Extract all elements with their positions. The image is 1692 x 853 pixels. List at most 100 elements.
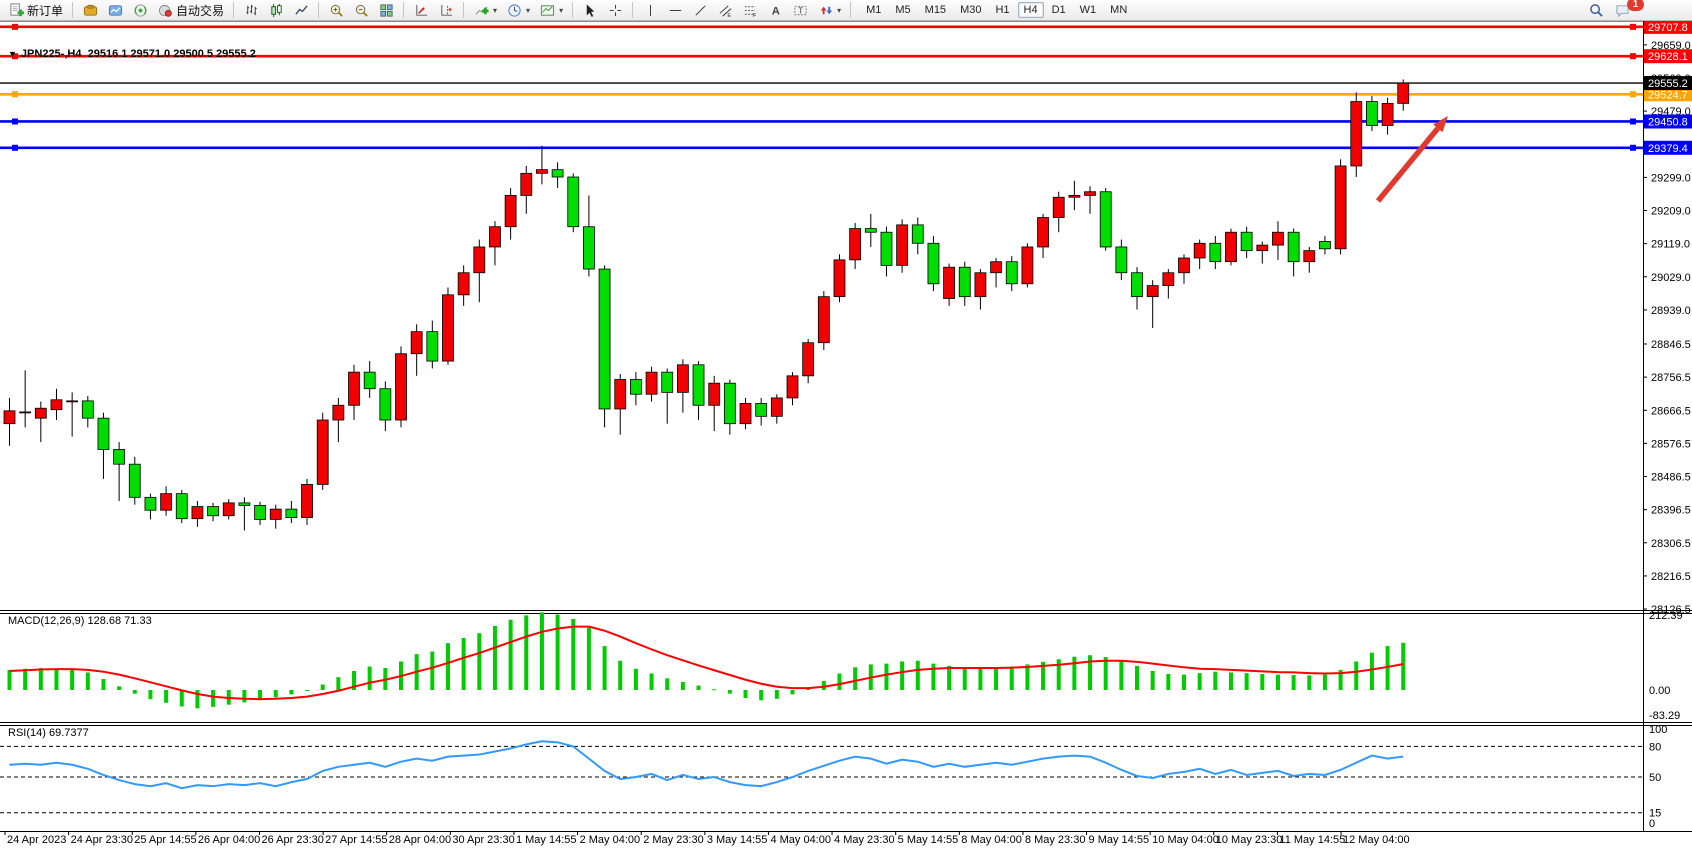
separator — [72, 2, 74, 18]
svg-text:25 Apr 14:55: 25 Apr 14:55 — [134, 834, 196, 846]
candle — [238, 497, 251, 531]
svg-text:29628.1: 29628.1 — [1648, 51, 1688, 63]
candle — [426, 320, 439, 369]
svg-text:2 May 23:30: 2 May 23:30 — [643, 834, 704, 846]
svg-text:-83.29: -83.29 — [1649, 710, 1680, 722]
chart-canvas[interactable]: 29659.029569.029479.029299.029209.029119… — [0, 21, 1692, 853]
candle — [927, 235, 940, 292]
crosshair-icon[interactable] — [603, 1, 627, 19]
svg-text:E: E — [727, 13, 731, 18]
arrows-tool-button[interactable]: ▾ — [813, 0, 845, 20]
separator — [463, 2, 465, 18]
candle — [911, 217, 924, 255]
candle — [770, 394, 783, 424]
svg-text:8 May 04:00: 8 May 04:00 — [961, 834, 1022, 846]
time-axis: 24 Apr 2023 24 Apr 23:30 25 Apr 14:55 26 Ap… — [4, 831, 1410, 846]
timeframe-button-h4[interactable]: H4 — [1017, 2, 1044, 18]
candle — [1303, 246, 1316, 273]
template-button[interactable]: ▾ — [535, 0, 567, 20]
candle — [723, 379, 736, 435]
add-indicator-button[interactable]: ▾ — [469, 0, 501, 20]
candle — [1146, 280, 1159, 328]
profiles-icon[interactable] — [78, 1, 102, 19]
candle — [708, 375, 721, 432]
auto-trading-button[interactable]: 自动交易 — [153, 0, 228, 20]
svg-text:8 May 23:30: 8 May 23:30 — [1025, 834, 1086, 846]
timeframe-button-m30[interactable]: M30 — [960, 4, 982, 16]
candle — [489, 221, 501, 266]
bar-chart-icon[interactable] — [239, 1, 263, 19]
svg-text:28846.5: 28846.5 — [1651, 339, 1691, 351]
signal-icon[interactable] — [128, 1, 152, 19]
zoom-in-icon[interactable] — [324, 1, 348, 19]
text-label-tool-icon[interactable]: T — [788, 1, 812, 19]
candle — [943, 263, 955, 306]
candle — [536, 145, 548, 185]
candle — [1084, 186, 1096, 214]
separator — [233, 2, 235, 18]
cursor-icon[interactable] — [578, 1, 602, 19]
svg-text:0.00: 0.00 — [1649, 685, 1670, 697]
vertical-line-tool-icon[interactable] — [638, 1, 662, 19]
svg-text:5 May 14:55: 5 May 14:55 — [898, 834, 959, 846]
zoom-out-icon[interactable] — [349, 1, 373, 19]
timeframe-button-m5[interactable]: M5 — [895, 4, 911, 16]
channel-tool-icon[interactable]: E — [713, 1, 737, 19]
timeframe-button-d1[interactable]: D1 — [1051, 4, 1066, 16]
candle — [1193, 239, 1206, 270]
auto-trading-icon — [157, 2, 173, 18]
candle — [849, 223, 862, 270]
candle — [285, 501, 298, 524]
candle — [269, 504, 282, 529]
timeframe-button-w1[interactable]: W1 — [1079, 4, 1097, 16]
candle — [3, 397, 16, 446]
svg-text:15: 15 — [1649, 808, 1661, 820]
pane-borders — [0, 21, 1692, 832]
candle — [504, 188, 517, 240]
svg-text:3 May 14:55: 3 May 14:55 — [707, 834, 768, 846]
horizontal-line-tool-icon[interactable] — [663, 1, 687, 19]
candlestick-chart-icon[interactable] — [264, 1, 288, 19]
candle — [520, 165, 533, 214]
arrow-annotation[interactable] — [1375, 116, 1448, 203]
candle — [1334, 159, 1347, 255]
line-chart-icon[interactable] — [289, 1, 313, 19]
timeframe-button-m15[interactable]: M15 — [924, 4, 947, 16]
text-tool-icon[interactable]: A — [763, 1, 787, 19]
timeframe-button-m1[interactable]: M1 — [866, 4, 882, 16]
candle — [630, 372, 642, 406]
hline-29379.4[interactable] — [0, 144, 1643, 151]
hline-29524.7[interactable] — [0, 91, 1643, 98]
candle — [473, 239, 486, 303]
price-axis-badges: 29707.8 29628.1 29524.7 29450.8 29379.4 29555… — [1644, 21, 1692, 155]
new-order-button[interactable]: 新订单 — [4, 0, 67, 20]
candle — [567, 173, 580, 233]
periods-button[interactable]: ▾ — [502, 0, 534, 20]
candle — [66, 392, 79, 437]
candle — [191, 501, 204, 527]
dropdown-arrow-icon: ▾ — [493, 5, 498, 15]
timeframe-button-mn[interactable]: MN — [1110, 4, 1128, 16]
chart-shift-icon[interactable] — [434, 1, 458, 19]
svg-text:28486.5: 28486.5 — [1651, 472, 1691, 484]
chat-icon[interactable]: 1 — [1614, 0, 1644, 18]
market-watch-icon[interactable] — [103, 1, 127, 19]
svg-text:28306.5: 28306.5 — [1651, 538, 1691, 550]
hline-29628.1[interactable] — [0, 53, 1643, 60]
svg-text:100: 100 — [1649, 724, 1667, 736]
candle — [802, 339, 815, 384]
svg-text:29450.8: 29450.8 — [1648, 116, 1688, 128]
tile-windows-icon[interactable] — [374, 1, 398, 19]
rsi-pane: 100 80 50 150 — [0, 724, 1667, 830]
chart-area[interactable]: 29659.029569.029479.029299.029209.029119… — [0, 21, 1692, 853]
search-icon[interactable] — [1588, 2, 1604, 18]
fibonacci-tool-icon[interactable]: F — [738, 1, 762, 19]
candle — [1068, 180, 1081, 211]
candle — [160, 486, 173, 516]
auto-scroll-icon[interactable] — [409, 1, 433, 19]
svg-text:10 May 23:30: 10 May 23:30 — [1216, 834, 1283, 846]
hline-29707.8[interactable] — [0, 23, 1643, 30]
trendline-tool-icon[interactable] — [688, 1, 712, 19]
timeframe-button-h1[interactable]: H1 — [995, 4, 1010, 16]
svg-text:30 Apr 23:30: 30 Apr 23:30 — [452, 834, 514, 846]
